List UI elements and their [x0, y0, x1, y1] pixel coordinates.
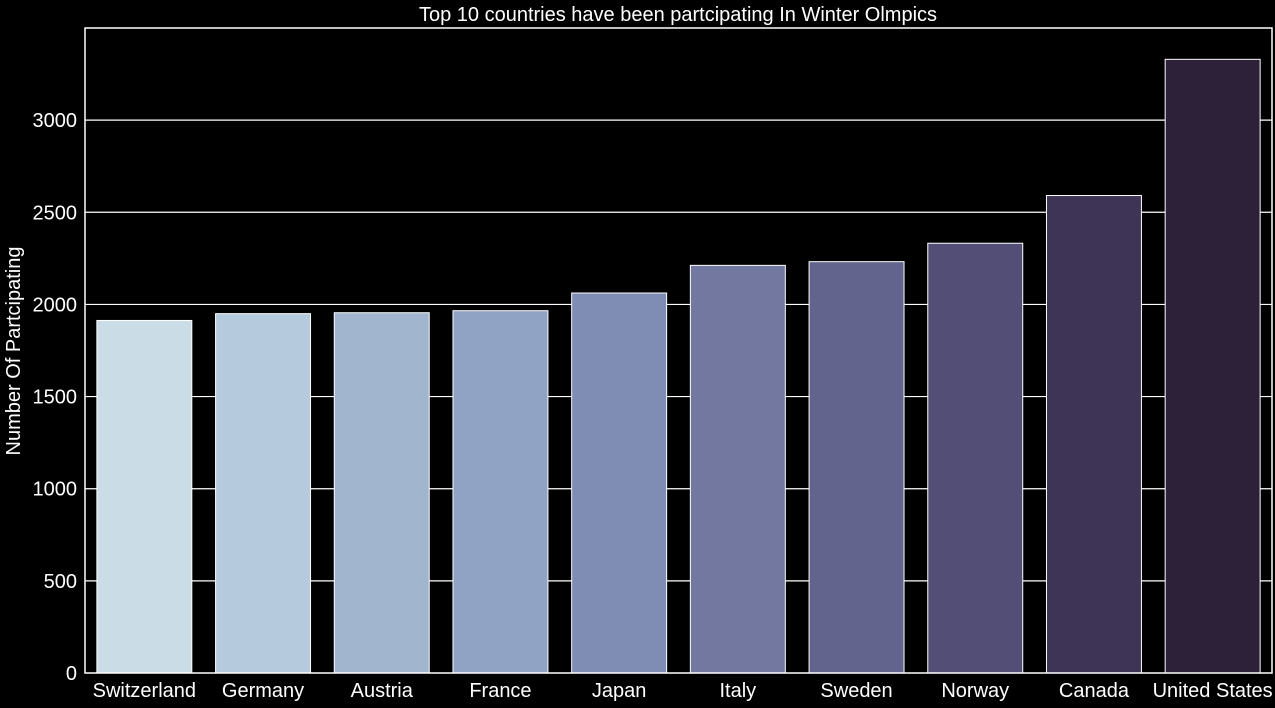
- bar-france: [452, 310, 549, 674]
- x-tick-labels: Switzerland Germany Austria France Japan Ital…: [93, 680, 1273, 702]
- y-tick-labels: 0 500 1000 1500 2000 2500 3000: [33, 110, 78, 685]
- bar-italy: [689, 264, 786, 674]
- plot-frame: [84, 27, 1273, 674]
- x-tick-label: Canada: [1059, 680, 1130, 702]
- bars: [96, 58, 1261, 674]
- y-tick-label: 0: [66, 663, 77, 685]
- y-tick-label: 500: [44, 571, 77, 593]
- x-tick-label: United States: [1153, 680, 1273, 702]
- x-tick-label: Japan: [592, 680, 647, 702]
- bar-japan: [571, 292, 668, 674]
- x-tick-label: Germany: [222, 680, 304, 702]
- y-tick-label: 1500: [33, 387, 78, 409]
- x-tick-label: Norway: [941, 680, 1009, 702]
- y-tick-label: 2500: [33, 202, 78, 224]
- bar-austria: [333, 312, 430, 674]
- bar-united-states: [1164, 58, 1261, 674]
- x-tick-label: Switzerland: [93, 680, 196, 702]
- y-tick-label: 2000: [33, 294, 78, 316]
- x-tick-label: France: [469, 680, 531, 702]
- bar-canada: [1045, 195, 1142, 674]
- bar-norway: [927, 242, 1024, 674]
- y-axis-label: Number Of Partcipating: [3, 247, 25, 456]
- x-tick-label: Italy: [720, 680, 757, 702]
- x-tick-label: Austria: [351, 680, 414, 702]
- x-tick-label: Sweden: [820, 680, 892, 702]
- bar-germany: [215, 313, 312, 674]
- y-tick-label: 3000: [33, 110, 78, 132]
- chart-title: Top 10 countries have been partcipating …: [419, 4, 937, 26]
- bar-sweden: [808, 261, 905, 674]
- bar-switzerland: [96, 319, 193, 674]
- y-tick-label: 1000: [33, 479, 78, 501]
